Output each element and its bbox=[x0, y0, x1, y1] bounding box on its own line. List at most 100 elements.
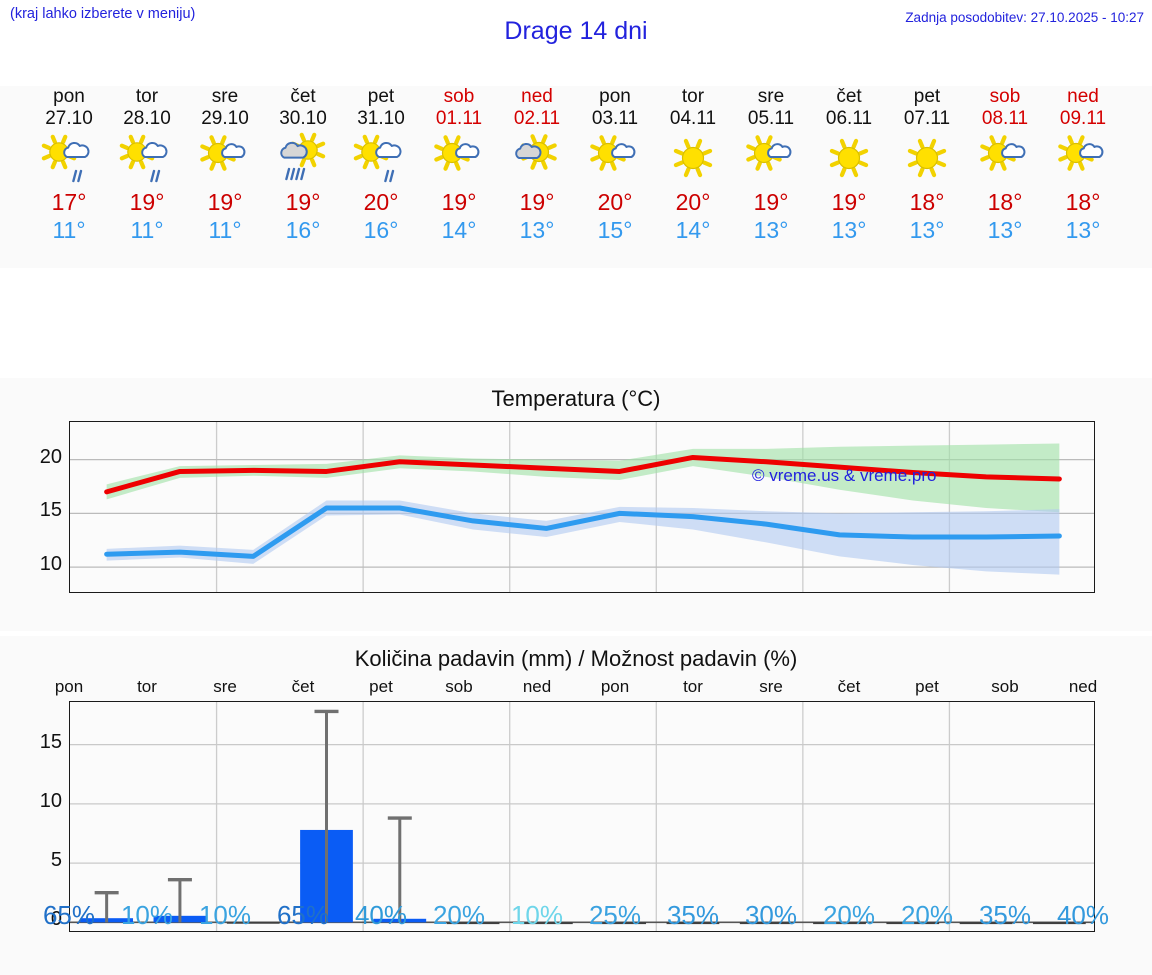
precipitation-day-label: pet bbox=[915, 677, 939, 696]
sun-small-cloud-icon bbox=[1058, 135, 1104, 171]
precipitation-probability: 20% bbox=[432, 900, 486, 930]
precipitation-chart-panel: Količina padavin (mm) / Možnost padavin … bbox=[0, 636, 1152, 975]
precipitation-day-label: sre bbox=[213, 677, 237, 696]
day-column[interactable]: ned 09.11 18° 13° bbox=[1044, 86, 1122, 268]
sun-small-cloud-icon bbox=[434, 135, 480, 171]
precipitation-probability: 35% bbox=[666, 900, 720, 930]
weather-icon-wrap bbox=[966, 132, 1044, 188]
precipitation-probability: 10% bbox=[510, 900, 564, 930]
precipitation-chart-svg bbox=[70, 702, 1094, 931]
weather-icon-wrap bbox=[186, 132, 264, 188]
day-name: sre bbox=[757, 86, 785, 107]
day-column[interactable]: pon 03.11 20° 15° bbox=[576, 86, 654, 268]
weather-icon-wrap bbox=[888, 132, 966, 188]
temperature-y-tick-label: 20 bbox=[39, 445, 62, 468]
weather-icon-wrap bbox=[420, 132, 498, 188]
weather-icon-wrap bbox=[108, 132, 186, 188]
day-column[interactable]: sre 29.10 19° 11° bbox=[186, 86, 264, 268]
day-date: 27.10 bbox=[45, 108, 93, 129]
day-min-temperature: 16° bbox=[363, 217, 399, 243]
day-min-temperature: 13° bbox=[519, 217, 555, 243]
spacer-band bbox=[0, 268, 1152, 378]
sun-cloud-rain-icon bbox=[353, 134, 402, 183]
watermark-text: © vreme.us & vreme.pro bbox=[752, 466, 937, 485]
day-min-temperature: 13° bbox=[909, 217, 945, 243]
sun-icon bbox=[907, 138, 947, 178]
day-name: čet bbox=[290, 86, 316, 107]
precipitation-probability: 20% bbox=[822, 900, 876, 930]
day-max-temperature: 19° bbox=[831, 189, 867, 215]
day-column[interactable]: pet 31.10 20° 16° bbox=[342, 86, 420, 268]
weather-icon-wrap bbox=[576, 132, 654, 188]
precipitation-day-label: sob bbox=[445, 677, 473, 696]
day-column[interactable]: ned 02.11 19° 13° bbox=[498, 86, 576, 268]
sun-small-cloud-icon bbox=[746, 135, 792, 171]
day-max-temperature: 18° bbox=[909, 189, 945, 215]
precipitation-day-label: pon bbox=[600, 677, 630, 696]
day-column[interactable]: sre 05.11 19° 13° bbox=[732, 86, 810, 268]
precipitation-y-tick-label: 0 bbox=[50, 908, 62, 931]
day-column[interactable]: pet 07.11 18° 13° bbox=[888, 86, 966, 268]
day-max-temperature: 18° bbox=[1065, 189, 1101, 215]
precipitation-y-tick-label: 5 bbox=[50, 849, 62, 872]
temperature-y-tick-label: 15 bbox=[39, 499, 62, 522]
precipitation-day-label: sob bbox=[991, 677, 1019, 696]
day-min-temperature: 13° bbox=[753, 217, 789, 243]
day-max-temperature: 19° bbox=[753, 189, 789, 215]
page-title: Drage 14 dni bbox=[504, 17, 648, 45]
day-column[interactable]: tor 04.11 20° 14° bbox=[654, 86, 732, 268]
weather-icon-wrap bbox=[1044, 132, 1122, 188]
day-column[interactable]: pon 27.10 17° 11° bbox=[30, 86, 108, 268]
day-date: 31.10 bbox=[357, 108, 405, 129]
day-max-temperature: 17° bbox=[51, 189, 87, 215]
day-date: 05.11 bbox=[747, 108, 795, 129]
precipitation-probability: 20% bbox=[900, 900, 954, 930]
day-max-temperature: 19° bbox=[207, 189, 243, 215]
temperature-chart-svg bbox=[70, 422, 1094, 592]
day-max-temperature: 18° bbox=[987, 189, 1023, 215]
precipitation-day-label: pon bbox=[54, 677, 84, 696]
day-name: čet bbox=[836, 86, 862, 107]
precipitation-day-label: čet bbox=[291, 677, 315, 696]
sun-cloud-rain-icon bbox=[119, 134, 168, 183]
day-min-temperature: 13° bbox=[1065, 217, 1101, 243]
precipitation-day-label: tor bbox=[683, 677, 703, 696]
day-column[interactable]: čet 06.11 19° 13° bbox=[810, 86, 888, 268]
day-min-temperature: 16° bbox=[285, 217, 321, 243]
weather-icon-wrap bbox=[342, 132, 420, 188]
day-min-temperature: 11° bbox=[52, 217, 86, 243]
menu-hint-text: (kraj lahko izberete v meniju) bbox=[10, 6, 196, 22]
day-column[interactable]: sob 08.11 18° 13° bbox=[966, 86, 1044, 268]
sun-small-cloud-icon bbox=[200, 135, 246, 171]
day-date: 28.10 bbox=[123, 108, 171, 129]
weather-icon-wrap bbox=[264, 132, 342, 188]
day-column[interactable]: tor 28.10 19° 11° bbox=[108, 86, 186, 268]
day-column[interactable]: sob 01.11 19° 14° bbox=[420, 86, 498, 268]
day-min-temperature: 11° bbox=[208, 217, 242, 243]
weather-icon-wrap bbox=[810, 132, 888, 188]
day-max-temperature: 19° bbox=[441, 189, 477, 215]
precipitation-probability: 10% bbox=[198, 900, 252, 930]
precipitation-probability: 40% bbox=[354, 900, 408, 930]
temperature-plot-area bbox=[69, 421, 1095, 593]
day-min-temperature: 15° bbox=[597, 217, 633, 243]
weather-icon-wrap bbox=[732, 132, 810, 188]
header-bar: (kraj lahko izberete v meniju) Drage 14 … bbox=[0, 0, 1152, 60]
day-date: 08.11 bbox=[981, 108, 1029, 129]
day-date: 09.11 bbox=[1059, 108, 1107, 129]
weather-icon-wrap bbox=[654, 132, 732, 188]
precipitation-day-label: ned bbox=[522, 677, 552, 696]
sun-small-cloud-icon bbox=[980, 135, 1026, 171]
precipitation-chart-title: Količina padavin (mm) / Možnost padavin … bbox=[354, 646, 798, 671]
day-min-temperature: 14° bbox=[441, 217, 477, 243]
day-max-temperature: 20° bbox=[675, 189, 711, 215]
precipitation-day-label: sre bbox=[759, 677, 783, 696]
day-name: pon bbox=[53, 86, 85, 107]
day-date: 02.11 bbox=[513, 108, 561, 129]
day-max-temperature: 19° bbox=[129, 189, 165, 215]
sun-icon bbox=[829, 138, 869, 178]
day-date: 01.11 bbox=[435, 108, 483, 129]
day-column[interactable]: čet 30.10 19° 16° bbox=[264, 86, 342, 268]
precipitation-y-tick-label: 10 bbox=[39, 789, 62, 812]
